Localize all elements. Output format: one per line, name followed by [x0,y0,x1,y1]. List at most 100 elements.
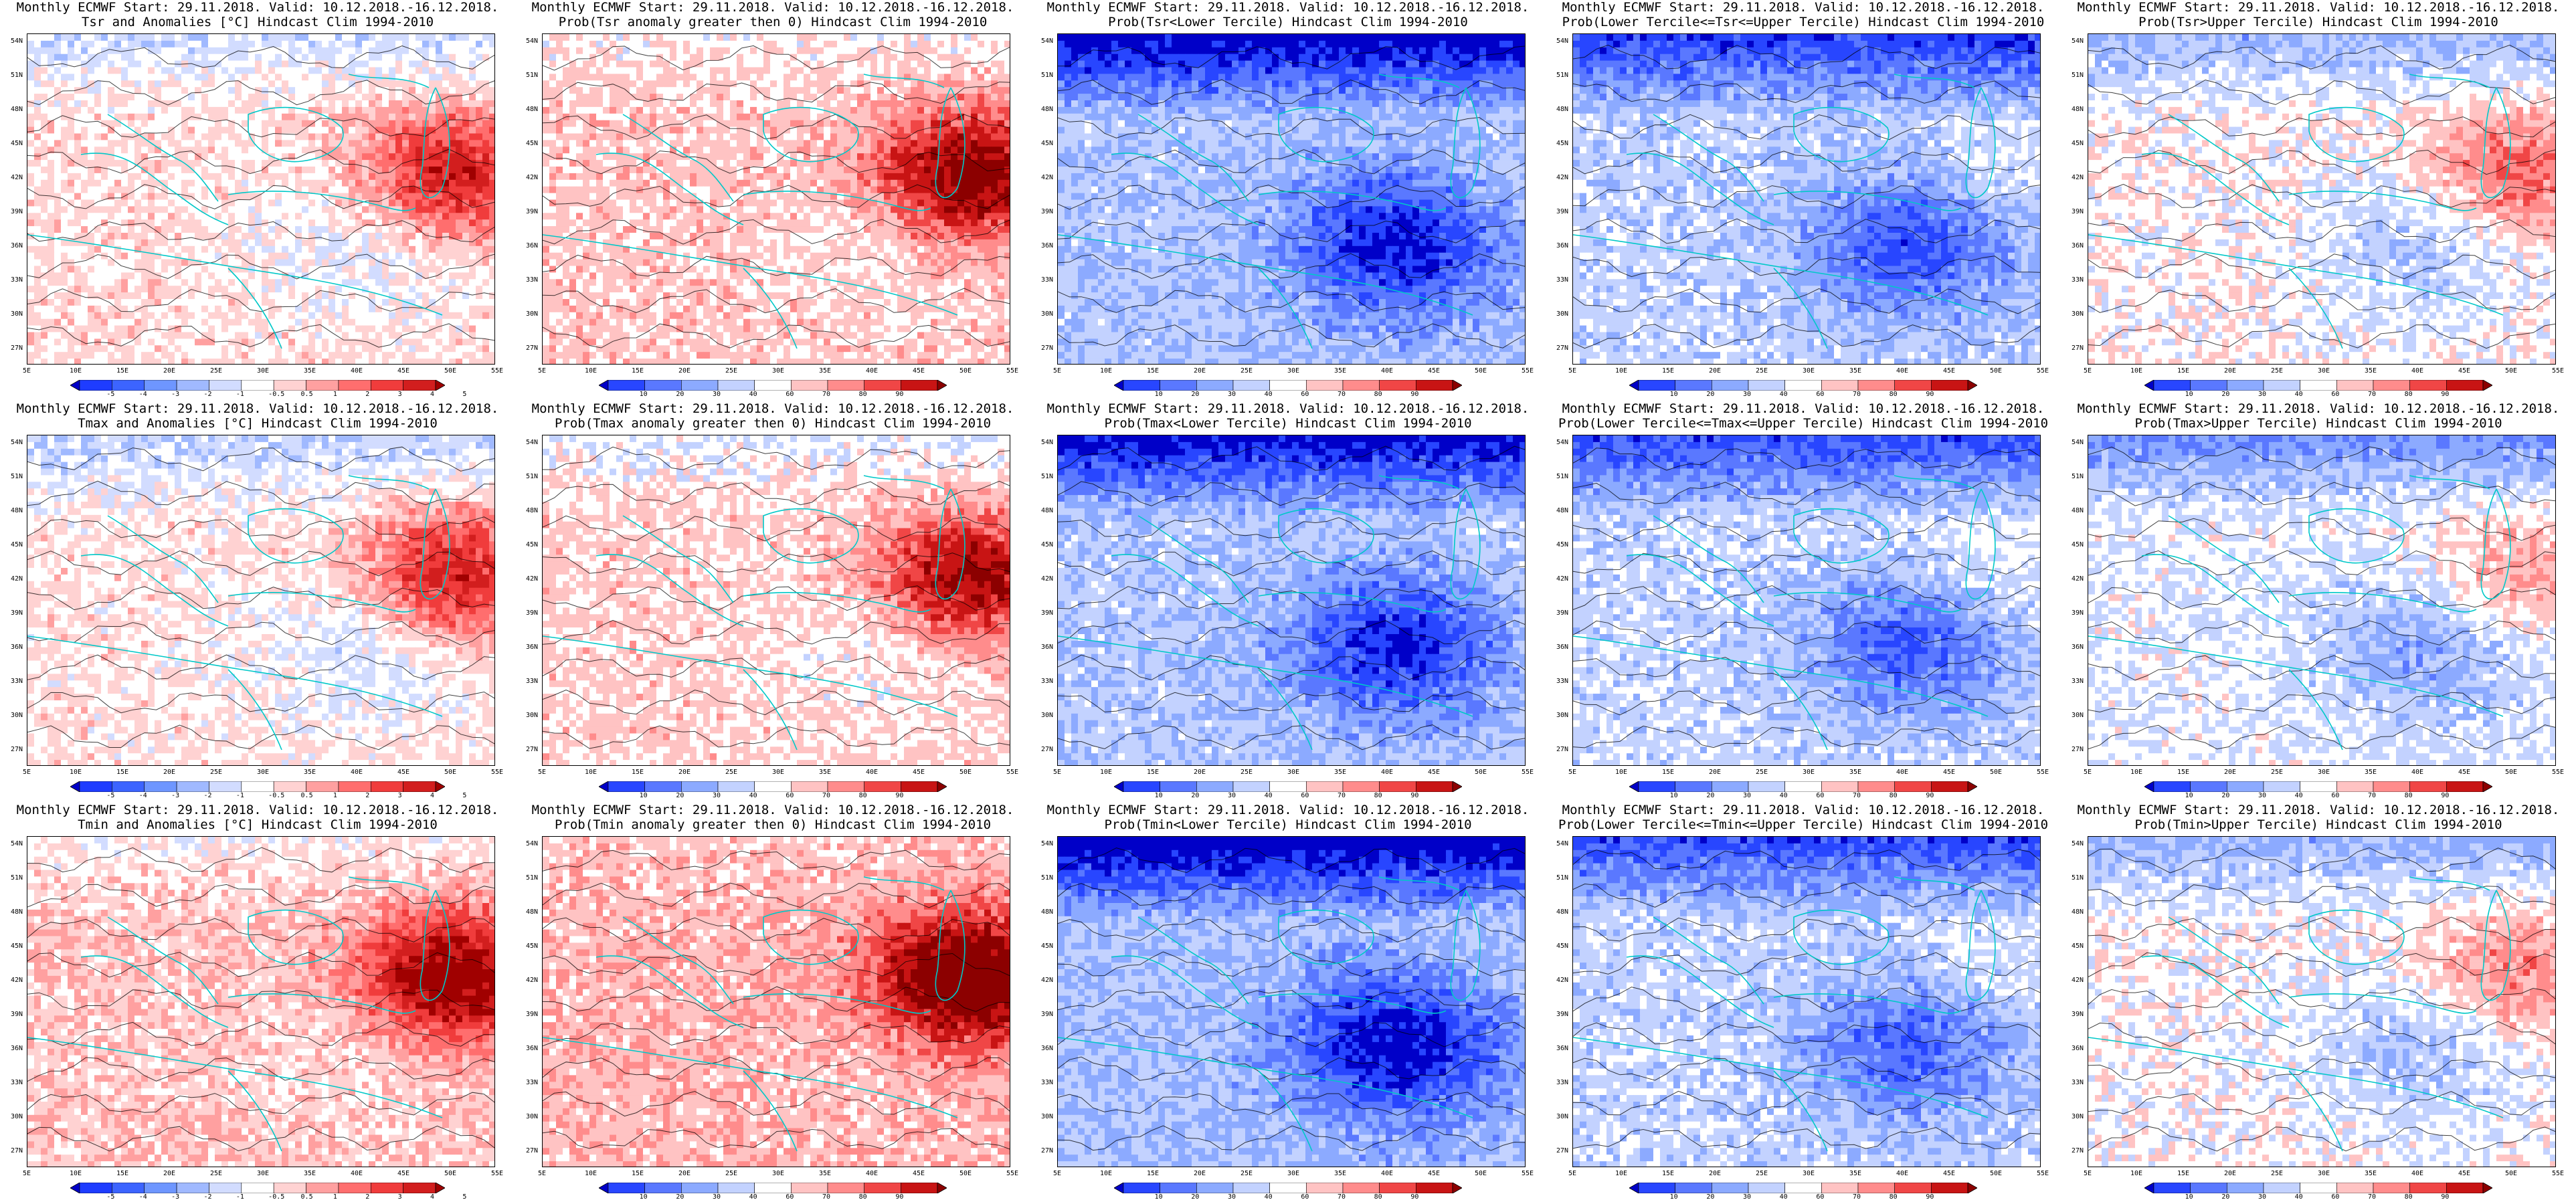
colorbar-tick-label: -3 [171,1193,179,1201]
longitude-label: 10E [1615,1170,1627,1177]
longitude-label: 5E [538,769,546,776]
latitude-label: 27N [1041,344,1053,352]
longitude-label: 40E [866,1170,878,1177]
colorbar-tick-label: -2 [203,1193,211,1201]
longitude-label: 40E [1381,1170,1393,1177]
latitude-label: 54N [11,439,23,446]
longitude-label: 5E [2084,769,2092,776]
colorbar-tick-label: 0.5 [301,1193,313,1201]
latitude-label: 36N [1556,643,1568,651]
colorbar-tick-label: 20 [1191,792,1199,799]
colorbar-tick-label: 90 [1410,1193,1418,1201]
latitude-label: 42N [11,977,23,984]
colorbar-tick-label: 70 [822,391,830,398]
longitude-label: 25E [725,367,737,375]
longitude-label: 20E [1194,1170,1206,1177]
map-field [543,34,1010,364]
colorbar-tick-label: 40 [2295,792,2303,799]
panel-title-line1: Monthly ECMWF Start: 29.11.2018. Valid: … [0,803,515,817]
latitude-label: 36N [11,242,23,249]
colorbar-tick-label: -1 [236,1193,244,1201]
latitude-label: 39N [1556,208,1568,215]
latitude-label: 45N [11,942,23,950]
colorbar [599,1183,947,1193]
colorbar-tick-label: -0.5 [268,792,284,799]
longitude-label: 55E [1522,769,1534,776]
longitude-label: 50E [2505,769,2517,776]
latitude-label: 48N [11,507,23,514]
longitude-label: 45E [1943,1170,1955,1177]
longitude-label: 40E [351,769,363,776]
colorbar-tick-label: 80 [859,1193,867,1201]
colorbar-tick-label: 70 [822,1193,830,1201]
latitude-label: 39N [2072,208,2084,215]
colorbar-tick-label: 1 [333,391,337,398]
latitude-label: 27N [11,344,23,352]
colorbar-tick-label: 10 [1670,1193,1678,1201]
longitude-label: 50E [444,769,456,776]
latitude-label: 36N [1556,1045,1568,1052]
longitude-label: 15E [1147,367,1159,375]
latitude-label: 45N [526,541,538,548]
latitude-label: 27N [1041,746,1053,753]
longitude-label: 20E [678,1170,691,1177]
longitude-label: 5E [2084,367,2092,375]
longitude-label: 50E [959,769,972,776]
latitude-label: 30N [526,310,538,318]
longitude-label: 25E [725,1170,737,1177]
colorbar-tick-label: 3 [398,792,402,799]
latitude-label: 45N [1556,942,1568,950]
colorbar-svg [599,1183,947,1193]
longitude-label: 40E [1381,367,1393,375]
longitude-label: 45E [913,367,925,375]
longitude-label: 35E [1849,769,1861,776]
latitude-label: 39N [1556,609,1568,617]
panel-title-line2: Prob(Tsr>Upper Tercile) Hindcast Clim 19… [2061,15,2576,29]
longitude-label: 40E [2411,1170,2423,1177]
colorbar-tick-label: 0.5 [301,391,313,398]
longitude-label: 40E [351,1170,363,1177]
longitude-label: 55E [2552,367,2564,375]
latitude-label: 48N [1041,507,1053,514]
map-area [1057,435,1526,766]
latitude-label: 45N [1041,541,1053,548]
colorbar-svg [599,380,947,391]
forecast-panel-tmax-4: Monthly ECMWF Start: 29.11.2018. Valid: … [1546,401,2061,803]
map-field [1573,837,2040,1167]
latitude-label: 33N [1041,1079,1053,1086]
panel-title-line2: Tmin and Anomalies [°C] Hindcast Clim 19… [0,817,515,832]
longitude-label: 25E [210,1170,222,1177]
latitude-label: 39N [1556,1011,1568,1018]
latitude-label: 45N [11,140,23,147]
forecast-panel-tsr-4: Monthly ECMWF Start: 29.11.2018. Valid: … [1546,0,2061,401]
longitude-label: 15E [1662,769,1674,776]
longitude-label: 45E [397,769,409,776]
colorbar-tick-label: 80 [1374,792,1382,799]
colorbar-tick-label: -0.5 [268,1193,284,1201]
colorbar-tick-label: 80 [1890,391,1898,398]
colorbar-tick-label: 4 [430,792,434,799]
colorbar-svg [1629,781,1977,792]
longitude-label: 50E [1990,367,2002,375]
latitude-label: 39N [526,1011,538,1018]
colorbar-svg [2144,1183,2492,1193]
longitude-label: 5E [1053,769,1061,776]
latitude-label: 48N [1556,106,1568,113]
longitude-label: 40E [2411,367,2423,375]
latitude-label: 33N [11,1079,23,1086]
colorbar-tick-label: 90 [1926,391,1934,398]
longitude-label: 15E [116,1170,128,1177]
map-area [2088,836,2556,1167]
latitude-label: 48N [11,908,23,916]
longitude-label: 40E [1896,769,1908,776]
latitude-label: 30N [1556,1113,1568,1120]
colorbar-tick-label: 90 [1410,792,1418,799]
longitude-label: 25E [1756,1170,1768,1177]
latitude-label: 27N [11,746,23,753]
colorbar-tick-label: 20 [676,391,684,398]
colorbar-tick-label: 10 [2185,792,2193,799]
latitude-label: 39N [526,609,538,617]
longitude-label: 30E [1803,1170,1815,1177]
longitude-label: 45E [1943,769,1955,776]
panel-title-line1: Monthly ECMWF Start: 29.11.2018. Valid: … [2061,0,2576,15]
